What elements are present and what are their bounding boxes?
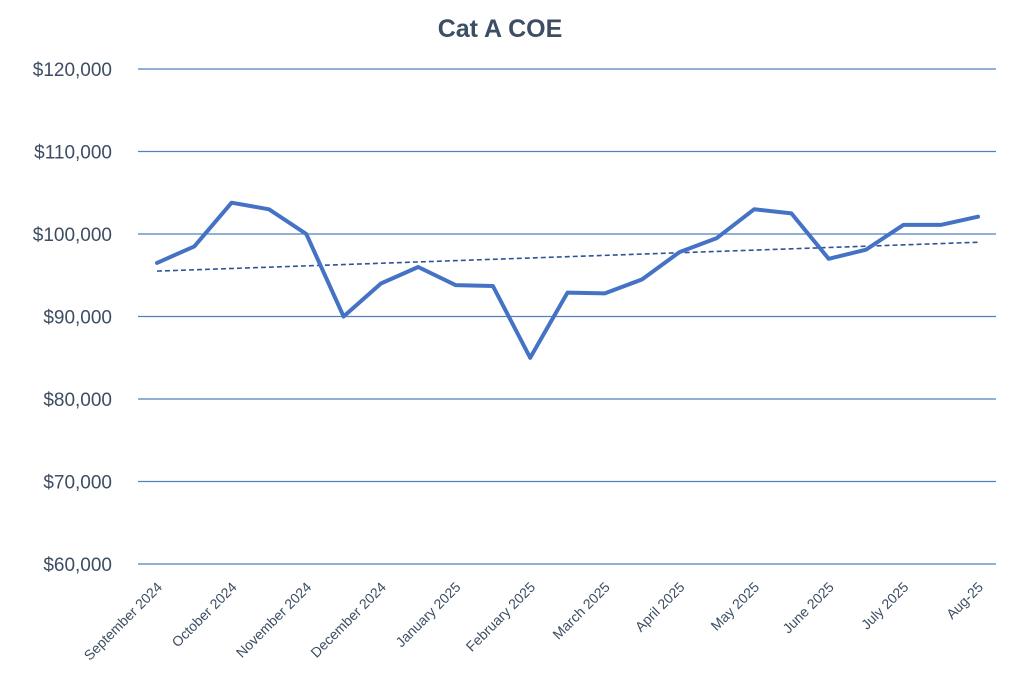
y-tick-label: $90,000 <box>43 308 112 329</box>
trendline <box>156 241 979 272</box>
x-tick-label: November 2024 <box>233 579 315 661</box>
gridlines <box>138 68 996 565</box>
x-tick-label: July 2025 <box>858 579 912 633</box>
x-tick-label: Aug-25 <box>943 579 986 622</box>
x-tick-label: April 2025 <box>632 579 688 635</box>
y-tick-label: $80,000 <box>43 390 112 411</box>
x-tick-label: June 2025 <box>779 579 837 637</box>
y-tick-label: $70,000 <box>43 473 112 494</box>
y-tick-label: $60,000 <box>43 555 112 576</box>
x-tick-label: October 2024 <box>168 579 239 650</box>
x-tick-label: March 2025 <box>549 579 613 643</box>
y-tick-label: $120,000 <box>33 60 112 81</box>
x-tick-label: December 2024 <box>307 579 389 661</box>
x-tick-label: January 2025 <box>392 579 463 650</box>
trendline-layer <box>156 241 979 272</box>
chart-title: Cat A COE <box>438 15 563 43</box>
x-tick-label: September 2024 <box>81 579 166 664</box>
series-layer <box>155 200 980 360</box>
y-tick-label: $100,000 <box>33 225 112 246</box>
x-tick-label: May 2025 <box>707 579 762 634</box>
y-axis-ticks: $60,000 $70,000 $80,000 $90,000 $100,000 $110… <box>33 60 112 576</box>
series-line-0 <box>155 200 980 360</box>
x-tick-label: February 2025 <box>463 579 539 655</box>
y-tick-label: $110,000 <box>34 143 112 164</box>
